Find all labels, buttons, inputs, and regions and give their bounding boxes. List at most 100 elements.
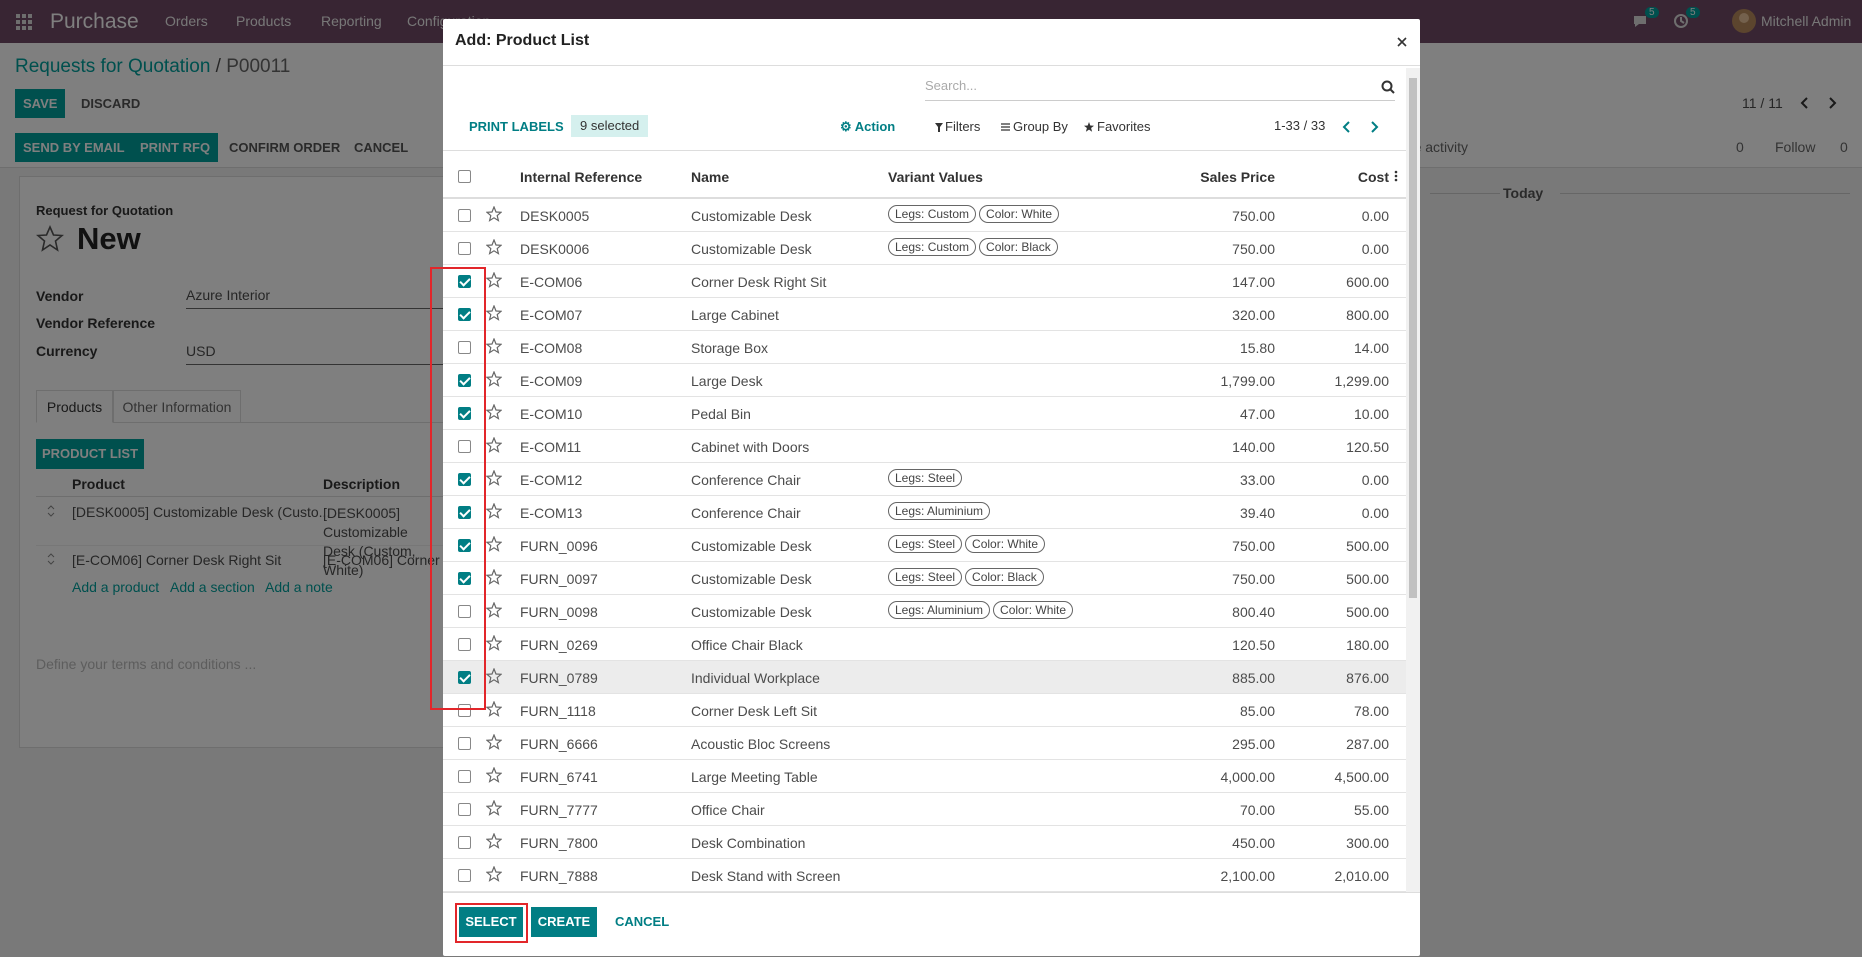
favorite-star[interactable]	[486, 833, 502, 849]
select-all-checkbox[interactable]	[458, 170, 471, 183]
row-checkbox[interactable]	[458, 242, 471, 255]
list-row[interactable]: E-COM09 Large Desk 1,799.00 1,299.00	[443, 364, 1406, 397]
internal-reference: E-COM13	[520, 505, 583, 521]
variant-tag: Color: Black	[979, 238, 1058, 256]
list-row[interactable]: DESK0006 Customizable Desk Legs: Custom Col…	[443, 232, 1406, 265]
search-icon[interactable]	[1381, 80, 1395, 94]
list-header: Internal Reference Name Variant Values Sale…	[443, 156, 1406, 199]
column-header[interactable]: Cost	[1357, 169, 1389, 185]
favorite-star[interactable]	[486, 404, 502, 420]
favorite-star[interactable]	[486, 371, 502, 387]
list-row[interactable]: FURN_7888 Desk Stand with Screen 2,100.00 2…	[443, 859, 1406, 892]
row-checkbox[interactable]	[458, 506, 471, 519]
list-row[interactable]: E-COM13 Conference Chair Legs: Aluminium 39…	[443, 496, 1406, 529]
print-labels-button[interactable]: PRINT LABELS	[469, 119, 564, 134]
row-checkbox[interactable]	[458, 473, 471, 486]
favorite-star[interactable]	[486, 437, 502, 453]
list-row[interactable]: FURN_0269 Office Chair Black 120.50 180.00	[443, 628, 1406, 661]
row-checkbox[interactable]	[458, 605, 471, 618]
list-row[interactable]: FURN_0098 Customizable Desk Legs: Aluminiu…	[443, 595, 1406, 628]
row-checkbox[interactable]	[458, 407, 471, 420]
action-menu[interactable]: ⚙ Action	[840, 119, 896, 134]
row-checkbox[interactable]	[458, 770, 471, 783]
divider	[443, 150, 1406, 151]
list-row[interactable]: FURN_0789 Individual Workplace 885.00 876.0…	[443, 661, 1406, 694]
favorite-star[interactable]	[486, 866, 502, 882]
favorite-star[interactable]	[486, 734, 502, 750]
column-header[interactable]: Variant Values	[888, 169, 983, 185]
favorite-star[interactable]	[486, 503, 502, 519]
list-row[interactable]: E-COM08 Storage Box 15.80 14.00	[443, 331, 1406, 364]
filters-button[interactable]: Filters	[945, 119, 981, 134]
list-row[interactable]: E-COM06 Corner Desk Right Sit 147.00 600.00	[443, 265, 1406, 298]
list-row[interactable]: FURN_6741 Large Meeting Table 4,000.00 4,50…	[443, 760, 1406, 793]
row-checkbox[interactable]	[458, 737, 471, 750]
variant-values: Legs: Steel Color: Black	[888, 568, 1047, 586]
row-checkbox[interactable]	[458, 440, 471, 453]
row-checkbox[interactable]	[458, 539, 471, 552]
list-row[interactable]: E-COM10 Pedal Bin 47.00 10.00	[443, 397, 1406, 430]
list-row[interactable]: E-COM07 Large Cabinet 320.00 800.00	[443, 298, 1406, 331]
column-options[interactable]	[1394, 170, 1398, 182]
list-row[interactable]: E-COM12 Conference Chair Legs: Steel 33.00 0…	[443, 463, 1406, 496]
favorites-button[interactable]: Favorites	[1097, 119, 1151, 134]
internal-reference: FURN_0097	[520, 571, 598, 587]
list-row[interactable]: FURN_7777 Office Chair 70.00 55.00	[443, 793, 1406, 826]
favorite-star[interactable]	[486, 536, 502, 552]
favorite-star[interactable]	[486, 701, 502, 717]
product-name: Desk Stand with Screen	[691, 868, 841, 884]
favorite-star[interactable]	[486, 569, 502, 585]
row-checkbox[interactable]	[458, 308, 471, 321]
cost: 500.00	[1346, 538, 1389, 554]
list-row[interactable]: FURN_0096 Customizable Desk Legs: Steel Col…	[443, 529, 1406, 562]
modal-title: Add: Product List	[455, 32, 590, 49]
favorite-star[interactable]	[486, 635, 502, 651]
row-checkbox[interactable]	[458, 572, 471, 585]
variant-tag: Legs: Steel	[888, 469, 963, 487]
list-row[interactable]: FURN_0097 Customizable Desk Legs: Steel Col…	[443, 562, 1406, 595]
column-header[interactable]: Name	[691, 169, 730, 185]
row-checkbox[interactable]	[458, 704, 471, 717]
favorite-star[interactable]	[486, 305, 502, 321]
favorite-star[interactable]	[486, 470, 502, 486]
row-checkbox[interactable]	[458, 803, 471, 816]
row-checkbox[interactable]	[458, 869, 471, 882]
favorite-star[interactable]	[486, 338, 502, 354]
row-checkbox[interactable]	[458, 638, 471, 651]
row-checkbox[interactable]	[458, 374, 471, 387]
list-row[interactable]: FURN_6666 Acoustic Bloc Screens 295.00 287.…	[443, 727, 1406, 760]
variant-values: Legs: Steel	[888, 469, 965, 487]
close-button[interactable]	[1397, 37, 1407, 47]
search-input[interactable]: Search...	[925, 77, 1395, 101]
list-row[interactable]: FURN_7800 Desk Combination 450.00 300.00	[443, 826, 1406, 859]
favorite-star[interactable]	[486, 668, 502, 684]
sales-price: 750.00	[1232, 208, 1275, 224]
row-checkbox[interactable]	[458, 209, 471, 222]
column-header[interactable]: Sales Price	[1200, 169, 1275, 185]
list-row[interactable]: E-COM11 Cabinet with Doors 140.00 120.50	[443, 430, 1406, 463]
select-button[interactable]: SELECT	[459, 907, 523, 937]
sales-price: 1,799.00	[1220, 373, 1276, 389]
favorite-star[interactable]	[486, 767, 502, 783]
list-pager-arrows[interactable]	[1341, 121, 1381, 133]
row-checkbox[interactable]	[458, 836, 471, 849]
favorite-star[interactable]	[486, 206, 502, 222]
scrollbar-thumb[interactable]	[1409, 78, 1417, 598]
favorite-star[interactable]	[486, 602, 502, 618]
group-by-button[interactable]: Group By	[1013, 119, 1068, 134]
favorite-star[interactable]	[486, 239, 502, 255]
sales-price: 320.00	[1232, 307, 1275, 323]
list-row[interactable]: FURN_1118 Corner Desk Left Sit 85.00 78.00	[443, 694, 1406, 727]
row-checkbox[interactable]	[458, 671, 471, 684]
favorite-star[interactable]	[486, 272, 502, 288]
row-checkbox[interactable]	[458, 341, 471, 354]
create-button[interactable]: CREATE	[531, 907, 597, 937]
product-name: Customizable Desk	[691, 571, 812, 587]
list-row[interactable]: DESK0005 Customizable Desk Legs: Custom Col…	[443, 199, 1406, 232]
selected-count: 9 selected	[571, 115, 649, 137]
sales-price: 885.00	[1232, 670, 1275, 686]
row-checkbox[interactable]	[458, 275, 471, 288]
favorite-star[interactable]	[486, 800, 502, 816]
cancel-button[interactable]: CANCEL	[615, 914, 670, 929]
column-header[interactable]: Internal Reference	[520, 169, 643, 185]
